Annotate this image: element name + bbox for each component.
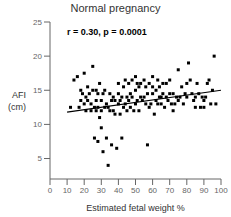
html-text:r = 0.30, p = 0.0001: r = 0.30, p = 0.0001 [67, 26, 147, 37]
svg-text:20: 20 [80, 186, 89, 195]
svg-text:20: 20 [33, 52, 42, 61]
svg-text:100: 100 [214, 186, 223, 195]
svg-text:0: 0 [48, 186, 53, 195]
svg-text:25: 25 [33, 18, 42, 27]
svg-text:90: 90 [199, 186, 208, 195]
svg-text:40: 40 [114, 186, 123, 195]
svg-text:60: 60 [148, 186, 157, 195]
svg-text:80: 80 [182, 186, 191, 195]
svg-text:Estimated fetal weight %: Estimated fetal weight % [86, 203, 185, 213]
svg-text:15: 15 [33, 86, 42, 95]
svg-text:30: 30 [97, 186, 106, 195]
svg-text:5: 5 [38, 154, 43, 163]
html-text:AFI (cm): AFI (cm) [8, 89, 26, 112]
svg-text:70: 70 [165, 186, 174, 195]
svg-text:10: 10 [63, 186, 72, 195]
html-text:Normal pregnancy: Normal pregnancy [70, 2, 161, 14]
svg-text:50: 50 [131, 186, 140, 195]
svg-text:10: 10 [33, 120, 42, 129]
